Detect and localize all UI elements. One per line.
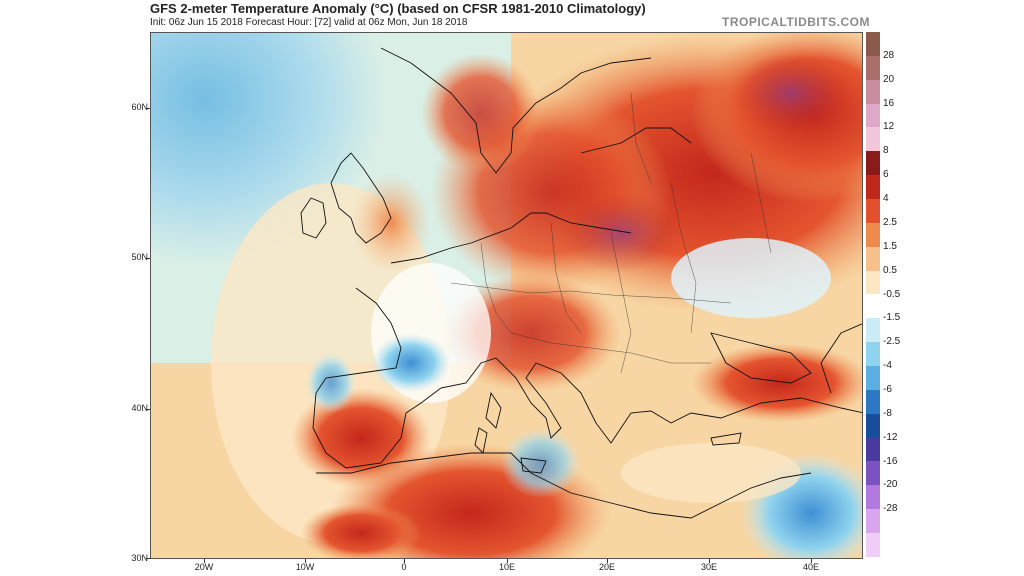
colorbar-label: -0.5 [883,288,901,300]
colorbar-swatch [866,318,880,343]
colorbar-swatch [866,199,880,223]
colorbar-label: 2.5 [883,216,897,228]
colorbar-swatch [866,294,880,319]
colorbar-swatch [866,103,880,128]
colorbar-swatch [866,389,880,414]
colorbar-label: -16 [883,455,898,467]
colorbar [866,32,880,557]
lon-label-10w: 10W [295,562,315,572]
colorbar-swatch [866,79,880,104]
lon-tick [607,559,608,563]
lat-label-50n: 50N [131,252,148,262]
colorbar-swatch [866,151,880,176]
colorbar-swatch [866,270,880,295]
lon-label-40e: 40E [802,562,819,572]
lat-tick [146,558,150,559]
colorbar-swatch [866,366,880,390]
colorbar-swatch [866,461,880,486]
colorbar-swatch [866,485,880,510]
lon-tick [507,559,508,563]
lat-label-40n: 40N [131,403,148,413]
colorbar-label: 28 [883,49,895,61]
colorbar-swatch [866,509,880,534]
anomaly-map [150,32,863,559]
lon-tick [404,559,405,563]
colorbar-swatch [866,533,880,557]
lat-tick [146,409,150,410]
lon-tick [811,559,812,563]
lat-label-30n: 30N [131,553,148,563]
colorbar-label: 6 [883,169,889,181]
lat-tick [146,108,150,109]
colorbar-swatch [866,246,880,271]
colorbar-label: 16 [883,97,895,109]
brand-watermark: TROPICALTIDBITS.COM [722,15,870,29]
colorbar-label: -28 [883,503,898,515]
colorbar-swatch [866,32,880,56]
colorbar-label: 8 [883,145,889,157]
colorbar-swatch [866,55,880,80]
colorbar-label: 12 [883,121,895,133]
lon-label-30e: 30E [700,562,717,572]
colorbar-label: 1.5 [883,240,897,252]
lon-label-20e: 20E [598,562,615,572]
colorbar-label: -20 [883,479,898,491]
colorbar-label: 20 [883,73,895,85]
colorbar-swatch [866,175,880,200]
map-subtitle: Init: 06z Jun 15 2018 Forecast Hour: [72… [150,17,468,28]
colorbar-label: -2.5 [883,336,901,348]
colorbar-label: -8 [883,407,892,419]
colorbar-swatch [866,127,880,152]
colorbar-label: -4 [883,360,892,372]
lon-label-20w: 20W [194,562,214,572]
lat-tick [146,258,150,259]
colorbar-label: 4 [883,193,889,205]
colorbar-label: -6 [883,383,892,395]
lat-label-60n: 60N [131,102,148,112]
map-title: GFS 2-meter Temperature Anomaly (°C) (ba… [150,1,646,16]
colorbar-label: -1.5 [883,312,901,324]
colorbar-swatch [866,222,880,247]
colorbar-swatch [866,342,880,367]
colorbar-label: -12 [883,431,898,443]
colorbar-swatch [866,413,880,438]
lon-label-10e: 10E [498,562,515,572]
colorbar-swatch [866,437,880,462]
lon-tick [709,559,710,563]
lon-tick [305,559,306,563]
lon-label-0: 0 [401,562,407,572]
colorbar-label: 0.5 [883,264,897,276]
lon-tick [204,559,205,563]
